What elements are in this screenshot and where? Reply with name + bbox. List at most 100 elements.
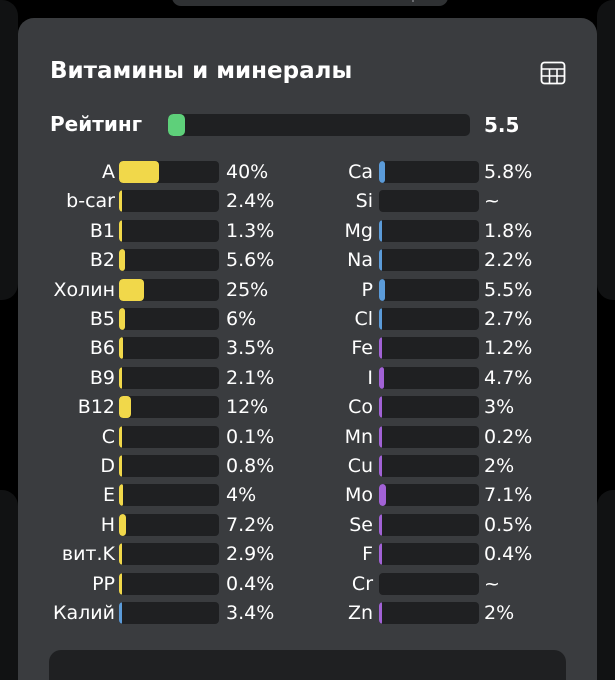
vitamins-name: вит.K (61, 543, 115, 566)
vitamins-bar-fill (119, 308, 125, 330)
rating-value: 5.5 (484, 113, 520, 137)
vitamins-bar-fill (119, 572, 122, 595)
vitamins-name: B9 (89, 366, 115, 389)
vitamins-name: B2 (89, 249, 115, 272)
minerals-name: Fe (351, 337, 373, 360)
minerals-bar-fill (379, 308, 382, 330)
vitamins-bar (119, 425, 219, 448)
minerals-bar (379, 161, 479, 183)
vitamins-bar (119, 513, 219, 536)
minerals-bar (379, 278, 479, 301)
vitamins-bar (119, 190, 219, 213)
vitamins-percent: 0.1% (226, 425, 275, 448)
vitamins-name: C (101, 425, 115, 448)
vitamins-percent: 4% (226, 484, 257, 507)
minerals-name: Ca (348, 161, 373, 183)
minerals-percent: 2.7% (484, 308, 533, 330)
minerals-bar-fill (379, 161, 385, 183)
vitamins-bar-fill (119, 366, 122, 389)
vitamins-name: Калий (53, 602, 115, 624)
minerals-percent: 2.2% (484, 249, 533, 272)
minerals-percent: 2% (484, 455, 515, 477)
minerals-bar-fill (379, 278, 385, 301)
vitamins-bar (119, 572, 219, 595)
minerals-bar (379, 513, 479, 536)
vitamins-bar-fill (119, 396, 131, 419)
vitamins-name: B1 (89, 219, 115, 242)
vitamins-name: E (102, 484, 115, 507)
minerals-name: Co (348, 396, 373, 419)
vitamins-percent: 2.9% (226, 543, 275, 566)
minerals-bar (379, 249, 479, 272)
minerals-bar (379, 337, 479, 360)
minerals-name: Mo (344, 484, 373, 507)
vitamins-percent: 2.4% (226, 190, 275, 213)
adjacent-card-right-lower (597, 490, 615, 680)
vitamins-percent: 5.6% (226, 249, 275, 272)
vitamins-bar-fill (119, 543, 122, 566)
scroll-indicator (412, 0, 414, 2)
minerals-bar-fill (379, 249, 382, 272)
vitamins-name: A (102, 161, 115, 183)
rating-bar-fill (168, 114, 185, 136)
minerals-name: I (367, 366, 373, 389)
vitamins-bar-fill (119, 161, 159, 183)
minerals-bar (379, 602, 479, 624)
vitamins-bar-fill (119, 219, 122, 242)
minerals-name: Se (349, 513, 373, 536)
vitamins-bar (119, 484, 219, 507)
minerals-percent: 1.8% (484, 219, 533, 242)
vitamins-bar-fill (119, 513, 127, 536)
vitamins-bar (119, 278, 219, 301)
minerals-percent: ~ (484, 190, 500, 213)
minerals-name: Cu (347, 455, 373, 477)
minerals-bar (379, 455, 479, 477)
vitamins-bar (119, 543, 219, 566)
vitamins-percent: 25% (226, 278, 269, 301)
minerals-bar (379, 572, 479, 595)
vitamins-bar-fill (119, 190, 122, 213)
adjacent-card-left (0, 0, 18, 300)
vitamins-bar (119, 396, 219, 419)
minerals-bar-fill (379, 455, 382, 477)
minerals-percent: 0.5% (484, 513, 533, 536)
minerals-name: F (362, 543, 373, 566)
vitamins-bar-fill (119, 337, 123, 360)
minerals-percent: 0.2% (484, 425, 533, 448)
vitamins-bar-fill (119, 278, 144, 301)
vitamins-percent: 6% (226, 308, 257, 330)
section-title: Витамины и минералы (50, 58, 353, 84)
vitamins-percent: 0.4% (226, 572, 275, 595)
vitamins-name: PP (92, 572, 115, 595)
minerals-percent: 5.5% (484, 278, 533, 301)
vitamins-bar-fill (119, 425, 122, 448)
minerals-bar-fill (379, 337, 382, 360)
minerals-bar-fill (379, 425, 382, 448)
rating-label: Рейтинг (50, 112, 143, 136)
table-grid-icon[interactable] (540, 61, 566, 85)
vitamins-bar-fill (119, 455, 122, 477)
minerals-name: P (361, 278, 373, 301)
next-panel (49, 650, 566, 680)
minerals-percent: ~ (484, 572, 500, 595)
minerals-name: Na (347, 249, 373, 272)
minerals-bar (379, 190, 479, 213)
minerals-percent: 2% (484, 602, 515, 624)
vitamins-percent: 12% (226, 396, 269, 419)
minerals-name: Si (355, 190, 373, 213)
vitamins-percent: 0.8% (226, 455, 275, 477)
vitamins-percent: 3.4% (226, 602, 275, 624)
vitamins-percent: 7.2% (226, 513, 275, 536)
minerals-name: Mg (344, 219, 373, 242)
vitamins-bar (119, 455, 219, 477)
minerals-bar-fill (379, 366, 384, 389)
minerals-name: Zn (347, 602, 373, 624)
vitamins-bar (119, 366, 219, 389)
vitamins-bar (119, 249, 219, 272)
minerals-bar (379, 484, 479, 507)
minerals-bar (379, 425, 479, 448)
vitamins-bar-fill (119, 602, 123, 624)
minerals-bar-fill (379, 396, 382, 419)
rating-bar (168, 114, 470, 136)
vitamins-name: D (100, 455, 115, 477)
